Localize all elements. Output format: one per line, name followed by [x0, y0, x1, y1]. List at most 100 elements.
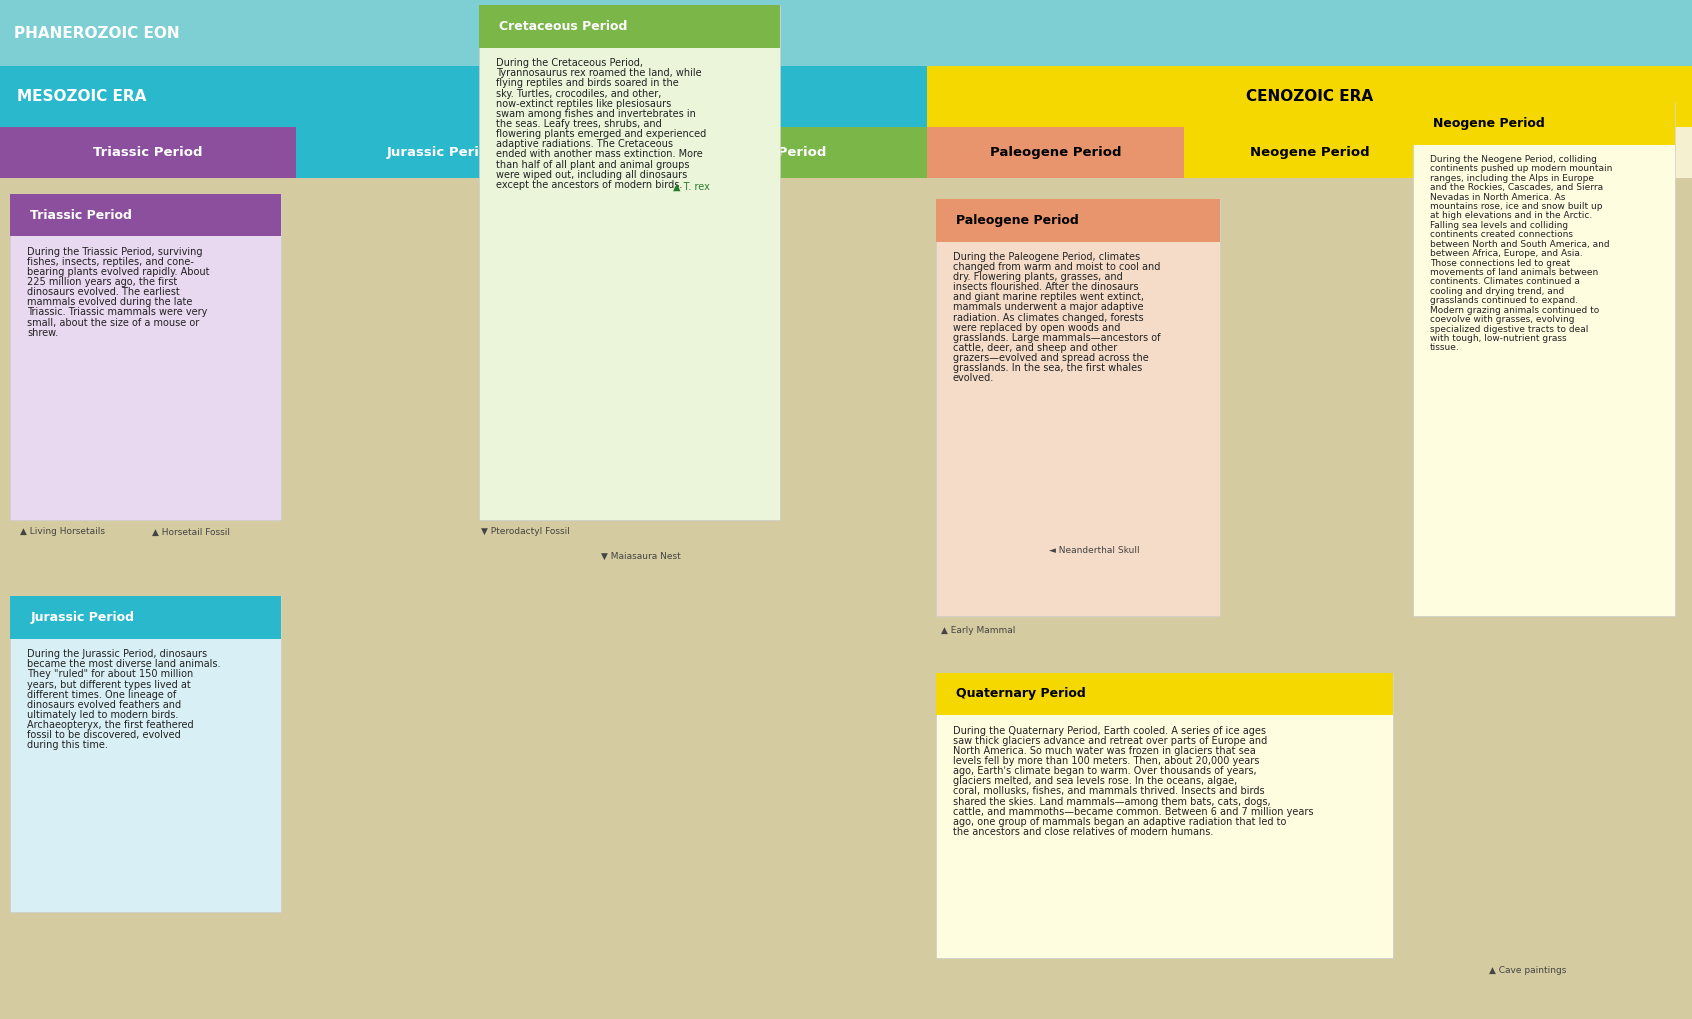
Text: grasslands continued to expand.: grasslands continued to expand. — [1430, 297, 1579, 306]
Text: and the Rockies, Cascades, and Sierra: and the Rockies, Cascades, and Sierra — [1430, 183, 1602, 193]
Text: ended with another mass extinction. More: ended with another mass extinction. More — [496, 150, 702, 159]
Text: Triassic. Triassic mammals were very: Triassic. Triassic mammals were very — [27, 308, 208, 318]
Text: shrew.: shrew. — [27, 328, 58, 337]
Bar — [296, 127, 589, 178]
Text: grasslands. In the sea, the first whales: grasslands. In the sea, the first whales — [953, 364, 1142, 373]
Text: different times. One lineage of: different times. One lineage of — [27, 690, 176, 700]
Text: Neogene Period: Neogene Period — [1433, 117, 1545, 129]
Text: now-extinct reptiles like plesiosaurs: now-extinct reptiles like plesiosaurs — [496, 99, 672, 109]
Bar — [479, 5, 780, 520]
Text: CENOZOIC ERA: CENOZOIC ERA — [1245, 90, 1374, 104]
Text: mountains rose, ice and snow built up: mountains rose, ice and snow built up — [1430, 202, 1602, 211]
Text: MESOZOIC ERA: MESOZOIC ERA — [17, 90, 146, 104]
Text: with tough, low-nutrient grass: with tough, low-nutrient grass — [1430, 334, 1567, 343]
Text: grasslands. Large mammals—ancestors of: grasslands. Large mammals—ancestors of — [953, 333, 1161, 342]
Text: Those connections led to great: Those connections led to great — [1430, 259, 1570, 268]
Text: Modern grazing animals continued to: Modern grazing animals continued to — [1430, 306, 1599, 315]
Text: sky. Turtles, crocodiles, and other,: sky. Turtles, crocodiles, and other, — [496, 89, 662, 99]
Text: cooling and drying trend, and: cooling and drying trend, and — [1430, 286, 1563, 296]
Text: years, but different types lived at: years, but different types lived at — [27, 680, 191, 690]
Text: ▲ Cave paintings: ▲ Cave paintings — [1489, 966, 1567, 974]
Text: evolved.: evolved. — [953, 374, 993, 383]
Text: Neogene Period: Neogene Period — [1250, 147, 1369, 159]
Text: coral, mollusks, fishes, and mammals thrived. Insects and birds: coral, mollusks, fishes, and mammals thr… — [953, 787, 1264, 797]
Bar — [1413, 102, 1675, 145]
Bar — [589, 127, 927, 178]
Text: ranges, including the Alps in Europe: ranges, including the Alps in Europe — [1430, 173, 1594, 182]
Text: 225 million years ago, the first: 225 million years ago, the first — [27, 277, 178, 287]
Bar — [0, 127, 296, 178]
Text: Tyrannosaurus rex roamed the land, while: Tyrannosaurus rex roamed the land, while — [496, 68, 702, 78]
Text: ▼ Pterodactyl Fossil: ▼ Pterodactyl Fossil — [481, 528, 570, 536]
Text: fossil to be discovered, evolved: fossil to be discovered, evolved — [27, 731, 181, 740]
Text: levels fell by more than 100 meters. Then, about 20,000 years: levels fell by more than 100 meters. The… — [953, 756, 1259, 766]
Text: were wiped out, including all dinosaurs: were wiped out, including all dinosaurs — [496, 170, 687, 179]
Bar — [10, 596, 281, 912]
Bar — [10, 194, 281, 236]
Text: continents. Climates continued a: continents. Climates continued a — [1430, 277, 1580, 286]
Text: flowering plants emerged and experienced: flowering plants emerged and experienced — [496, 129, 706, 140]
Text: Triassic Period: Triassic Period — [93, 147, 203, 159]
Text: except the ancestors of modern birds.: except the ancestors of modern birds. — [496, 180, 682, 190]
Text: Falling sea levels and colliding: Falling sea levels and colliding — [1430, 221, 1568, 230]
Text: ▲ Horsetail Fossil: ▲ Horsetail Fossil — [152, 528, 230, 536]
Text: ▼ Maiasaura Nest: ▼ Maiasaura Nest — [601, 552, 680, 560]
Text: changed from warm and moist to cool and: changed from warm and moist to cool and — [953, 262, 1161, 272]
Text: Triassic Period: Triassic Period — [30, 209, 132, 221]
Bar — [927, 66, 1692, 127]
Text: mammals evolved during the late: mammals evolved during the late — [27, 298, 193, 308]
Text: Archaeopteryx, the first feathered: Archaeopteryx, the first feathered — [27, 720, 193, 731]
Text: radiation. As climates changed, forests: radiation. As climates changed, forests — [953, 313, 1144, 323]
Text: coevolve with grasses, evolving: coevolve with grasses, evolving — [1430, 315, 1574, 324]
Text: dinosaurs evolved feathers and: dinosaurs evolved feathers and — [27, 700, 181, 710]
Text: ◄ Neanderthal Skull: ◄ Neanderthal Skull — [1049, 546, 1140, 554]
Text: grazers—evolved and spread across the: grazers—evolved and spread across the — [953, 354, 1149, 363]
Bar — [936, 673, 1393, 715]
Text: ago, Earth's climate began to warm. Over thousands of years,: ago, Earth's climate began to warm. Over… — [953, 766, 1255, 776]
Text: tissue.: tissue. — [1430, 343, 1460, 353]
Text: North America. So much water was frozen in glaciers that sea: North America. So much water was frozen … — [953, 746, 1255, 756]
Text: dinosaurs evolved. The earliest: dinosaurs evolved. The earliest — [27, 287, 179, 298]
Text: They "ruled" for about 150 million: They "ruled" for about 150 million — [27, 669, 193, 680]
Bar — [0, 66, 927, 127]
Text: bearing plants evolved rapidly. About: bearing plants evolved rapidly. About — [27, 267, 210, 277]
Text: During the Quaternary Period, Earth cooled. A series of ice ages: During the Quaternary Period, Earth cool… — [953, 726, 1266, 736]
Text: shared the skies. Land mammals—among them bats, cats, dogs,: shared the skies. Land mammals—among the… — [953, 797, 1271, 807]
Text: movements of land animals between: movements of land animals between — [1430, 268, 1597, 277]
Text: insects flourished. After the dinosaurs: insects flourished. After the dinosaurs — [953, 282, 1139, 292]
Text: During the Triassic Period, surviving: During the Triassic Period, surviving — [27, 247, 203, 257]
Bar — [0, 0, 1692, 66]
Text: Paleogene Period: Paleogene Period — [956, 214, 1079, 226]
Text: ▲ Early Mammal: ▲ Early Mammal — [941, 627, 1015, 635]
Text: became the most diverse land animals.: became the most diverse land animals. — [27, 659, 220, 669]
Text: During the Cretaceous Period,: During the Cretaceous Period, — [496, 58, 643, 68]
Text: swam among fishes and invertebrates in: swam among fishes and invertebrates in — [496, 109, 695, 119]
Text: continents created connections: continents created connections — [1430, 230, 1574, 239]
Text: During the Jurassic Period, dinosaurs: During the Jurassic Period, dinosaurs — [27, 649, 206, 659]
Text: than half of all plant and animal groups: than half of all plant and animal groups — [496, 160, 689, 169]
Text: small, about the size of a mouse or: small, about the size of a mouse or — [27, 318, 200, 328]
Text: ago, one group of mammals began an adaptive radiation that led to: ago, one group of mammals began an adapt… — [953, 817, 1286, 826]
Text: Nevadas in North America. As: Nevadas in North America. As — [1430, 193, 1565, 202]
Text: were replaced by open woods and: were replaced by open woods and — [953, 323, 1120, 333]
Bar — [479, 5, 780, 48]
Text: the ancestors and close relatives of modern humans.: the ancestors and close relatives of mod… — [953, 827, 1213, 837]
Bar — [10, 596, 281, 639]
Text: continents pushed up modern mountain: continents pushed up modern mountain — [1430, 164, 1612, 173]
Bar — [1435, 127, 1692, 178]
Text: between Africa, Europe, and Asia.: between Africa, Europe, and Asia. — [1430, 249, 1582, 258]
Bar — [1413, 102, 1675, 616]
Text: PHANEROZOIC EON: PHANEROZOIC EON — [14, 25, 179, 41]
Text: mammals underwent a major adaptive: mammals underwent a major adaptive — [953, 303, 1144, 313]
Bar — [10, 194, 281, 520]
Text: During the Paleogene Period, climates: During the Paleogene Period, climates — [953, 252, 1140, 262]
Text: dry. Flowering plants, grasses, and: dry. Flowering plants, grasses, and — [953, 272, 1122, 282]
Text: specialized digestive tracts to deal: specialized digestive tracts to deal — [1430, 324, 1589, 333]
Text: at high elevations and in the Arctic.: at high elevations and in the Arctic. — [1430, 211, 1592, 220]
Text: cattle, deer, and sheep and other: cattle, deer, and sheep and other — [953, 343, 1117, 353]
Text: Paleogene Period: Paleogene Period — [990, 147, 1122, 159]
Text: adaptive radiations. The Cretaceous: adaptive radiations. The Cretaceous — [496, 140, 673, 149]
Text: flying reptiles and birds soared in the: flying reptiles and birds soared in the — [496, 78, 678, 89]
Text: Quaternary Period: Quaternary Period — [1494, 147, 1633, 159]
Text: Quaternary Period: Quaternary Period — [956, 688, 1086, 700]
